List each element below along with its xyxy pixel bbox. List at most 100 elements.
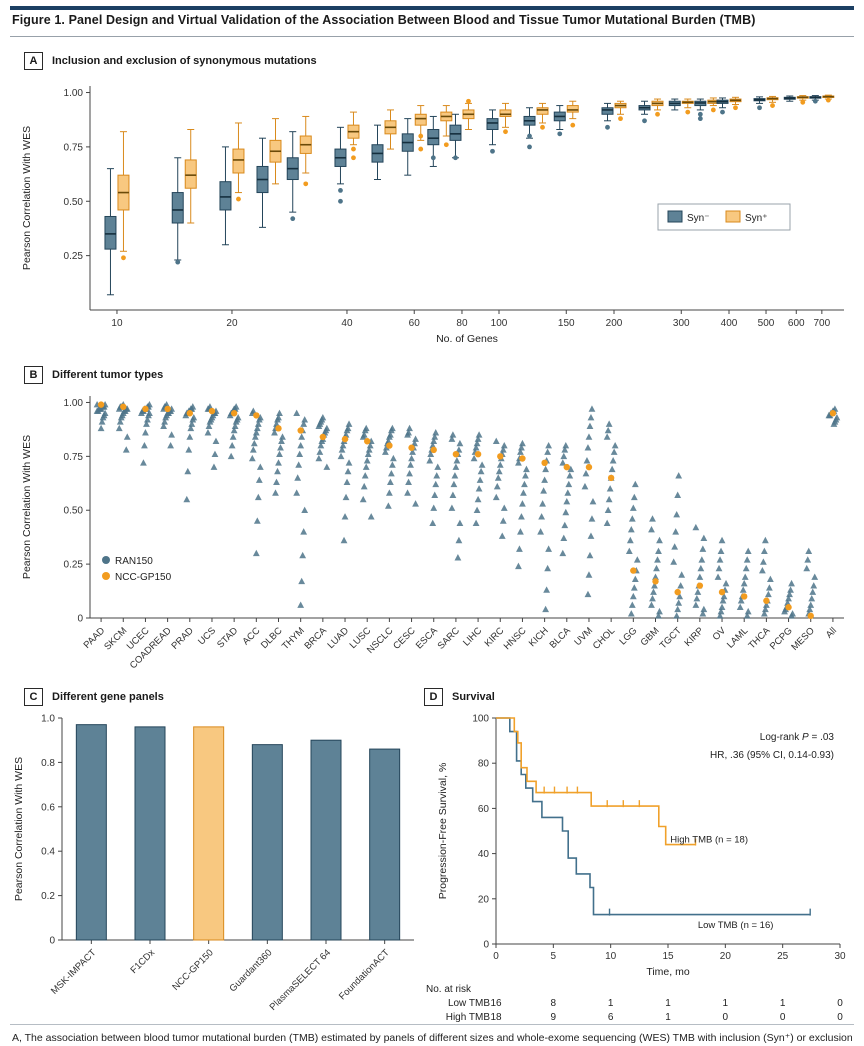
ran150-point xyxy=(544,448,552,455)
tumor-type-label: THYM xyxy=(280,625,307,652)
outlier-point xyxy=(697,111,703,117)
ran150-point xyxy=(715,564,723,572)
boxplot-box xyxy=(219,146,232,246)
ran150-point xyxy=(609,457,617,464)
boxplot-box xyxy=(384,109,397,150)
x-tick-label: 100 xyxy=(491,318,508,329)
ran150-point xyxy=(625,547,633,554)
ran150-point xyxy=(610,448,618,455)
outlier-point xyxy=(290,216,296,222)
gene-panel-label: F1CDx xyxy=(128,947,157,976)
tumor-type-label: TGCT xyxy=(658,625,684,651)
ran150-point xyxy=(429,519,437,526)
panel-b-label: B xyxy=(24,366,43,384)
ncc-gp150-point xyxy=(497,453,504,460)
ran150-point xyxy=(566,472,574,479)
tumor-type-label: MESO xyxy=(789,625,817,653)
ran150-point xyxy=(323,463,331,470)
ran150-point xyxy=(562,508,570,516)
ran150-point xyxy=(473,439,481,447)
boxplot-box xyxy=(256,137,269,228)
ran150-point xyxy=(588,515,596,522)
y-tick-label: 0 xyxy=(77,614,83,625)
ran150-point xyxy=(141,441,148,449)
ran150-point xyxy=(716,612,724,619)
ran150-point xyxy=(456,519,464,526)
ran150-point xyxy=(655,547,662,554)
x-tick-label: 150 xyxy=(558,318,575,329)
syn-plus-label: Syn⁺ xyxy=(745,213,768,224)
ran150-point xyxy=(228,441,236,449)
gene-panel-label: FoundationACT xyxy=(337,947,392,1002)
ran150-point xyxy=(453,457,461,464)
ran150-point xyxy=(581,482,589,490)
panel-a-legend: Syn⁻ Syn⁺ xyxy=(657,203,791,231)
panel-d-title: Survival xyxy=(452,691,495,703)
ran150-point xyxy=(673,510,681,518)
ran150-point xyxy=(582,469,590,477)
boxplot-box xyxy=(681,98,694,115)
ran150-point xyxy=(825,411,833,419)
ran150-point xyxy=(522,472,529,479)
ran150-point xyxy=(116,418,124,425)
gene-panel-label: PlasmaSELECT 64 xyxy=(268,947,334,1013)
outlier-point xyxy=(351,146,356,152)
ran150-point xyxy=(404,431,411,438)
ran150-column xyxy=(758,536,774,617)
ran150-point xyxy=(271,429,278,436)
panel-d-header: D Survival xyxy=(424,688,495,706)
ran150-point xyxy=(520,489,527,496)
ran150-point xyxy=(294,474,302,481)
y-axis-title: Pearson Correlation With WES xyxy=(13,757,25,901)
y-axis-title: Progression-Free Survival, % xyxy=(437,763,449,900)
x-tick-label: 700 xyxy=(814,318,831,329)
ncc-gp150-point xyxy=(519,455,526,462)
ran150-point xyxy=(760,547,768,554)
ran150-point xyxy=(786,590,793,598)
risk-value: 0 xyxy=(837,1012,843,1023)
ncc-gp150-point xyxy=(253,412,260,419)
ran150-point xyxy=(604,506,612,514)
ran150-point xyxy=(406,424,413,432)
ran150-point xyxy=(561,446,569,453)
ncc-gp150-point xyxy=(807,612,814,620)
tumor-type-label: LIHC xyxy=(461,625,484,648)
ran150-point xyxy=(741,573,749,580)
y-tick-label: 0.50 xyxy=(64,506,84,517)
ran150-point xyxy=(743,612,751,619)
boxplot-box xyxy=(766,95,779,108)
tumor-type-label: PCPG xyxy=(768,625,795,652)
y-axis-title: Pearson Correlation With WES xyxy=(21,435,33,579)
ran150-point xyxy=(474,495,482,503)
risk-value: 9 xyxy=(551,1012,557,1023)
ran150-point xyxy=(341,513,349,520)
ran150-point xyxy=(250,439,258,447)
ran150-point xyxy=(300,420,308,427)
caption-rule xyxy=(10,1024,854,1025)
ran150-point xyxy=(301,506,309,514)
boxplot-box xyxy=(553,105,566,137)
ran150-point xyxy=(743,556,751,563)
risk-value: 1 xyxy=(608,998,614,1009)
outlier-point xyxy=(443,142,449,148)
outlier-point xyxy=(527,133,532,139)
ran150-column xyxy=(359,424,375,520)
ran150-point xyxy=(781,607,788,615)
x-tick-label: 25 xyxy=(777,951,789,962)
tumor-type-label: BLCA xyxy=(548,625,574,651)
boxplot-box xyxy=(536,102,549,130)
ran150-point xyxy=(431,433,439,440)
ran150-point xyxy=(363,457,371,464)
panel-a-axes: 0.25 0.50 0.75 1.00 10 20 40 60 80 100 150 200 300 40… xyxy=(21,86,844,345)
ran150-point xyxy=(674,491,682,498)
outlier-point xyxy=(540,124,545,130)
ran150-point xyxy=(277,444,284,451)
ran150-point xyxy=(629,504,637,511)
ncc-gp150-point xyxy=(741,593,748,600)
outlier-point xyxy=(685,109,691,115)
tumor-type-label: OV xyxy=(711,625,729,643)
ran150-point xyxy=(248,454,256,462)
tumor-type-label: ESCA xyxy=(414,625,441,652)
risk-table-title: No. at risk xyxy=(426,984,472,995)
